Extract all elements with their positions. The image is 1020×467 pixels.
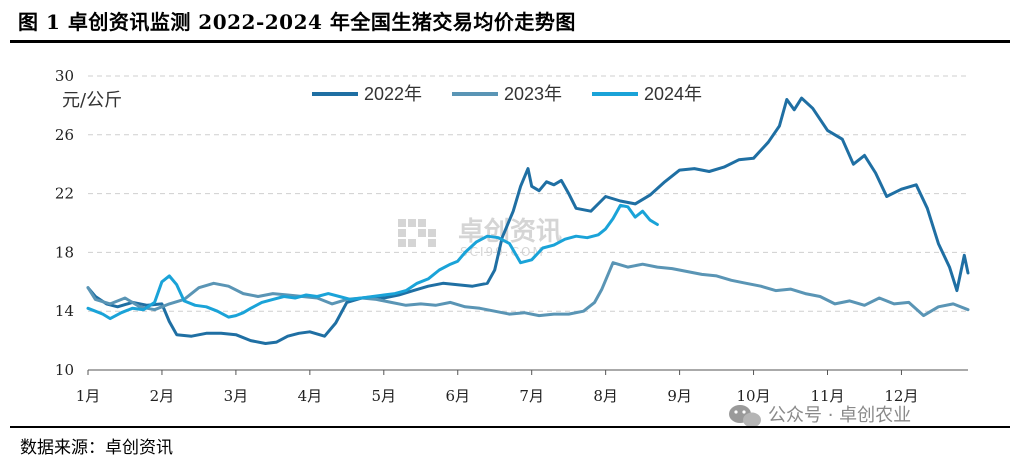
source-rule — [10, 426, 1010, 428]
series-line — [86, 261, 970, 318]
y-tick-label: 22 — [55, 185, 74, 203]
y-tick-label: 18 — [55, 243, 74, 261]
y-axis-unit-label: 元/公斤 — [62, 90, 122, 111]
source-note: 数据来源：卓创资讯 — [20, 438, 173, 458]
series-line — [86, 96, 970, 345]
legend-label: 2023年 — [504, 84, 562, 104]
series-lines — [86, 96, 970, 345]
watermark-logo: 卓创资讯 SCI99.COM — [398, 217, 562, 259]
wechat-icon — [729, 405, 761, 428]
footer-watermark: 公众号 · 卓创农业 — [729, 405, 911, 428]
x-tick-label: 4月 — [298, 387, 323, 405]
watermark-domain-text: SCI99.COM — [460, 245, 545, 259]
x-tick-label: 9月 — [667, 387, 692, 405]
x-tick-label: 10月 — [736, 387, 770, 405]
x-tick-label: 12月 — [884, 387, 918, 405]
x-tick-label: 1月 — [76, 387, 101, 405]
legend-label: 2024年 — [644, 84, 702, 104]
y-axis-ticks: 10 14 18 22 26 30 — [55, 67, 74, 379]
legend-label: 2022年 — [364, 84, 422, 104]
y-tick-label: 26 — [55, 126, 74, 144]
watermark-grid-icon — [398, 219, 436, 247]
series-line — [86, 203, 659, 321]
x-tick-label: 8月 — [593, 387, 618, 405]
figure-title: 图 1 卓创资讯监测 2022-2024 年全国生猪交易均价走势图 — [18, 10, 576, 34]
x-tick-label: 7月 — [519, 387, 544, 405]
x-tick-label: 11月 — [810, 387, 844, 405]
footer-watermark-text: 公众号 · 卓创农业 — [768, 405, 911, 426]
y-tick-label: 30 — [55, 67, 74, 85]
gridlines — [88, 75, 968, 312]
x-tick-label: 5月 — [372, 387, 397, 405]
x-axis-ticks: 1月 2月 3月 4月 5月 6月 7月 8月 9月 10月 11月 12月 — [76, 370, 918, 405]
x-tick-label: 6月 — [445, 387, 470, 405]
x-tick-label: 3月 — [224, 387, 249, 405]
y-tick-label: 14 — [55, 302, 74, 320]
x-tick-label: 2月 — [150, 387, 175, 405]
title-rule — [10, 40, 1010, 43]
legend: 2022年 2023年 2024年 — [312, 84, 702, 104]
y-tick-label: 10 — [55, 361, 74, 379]
